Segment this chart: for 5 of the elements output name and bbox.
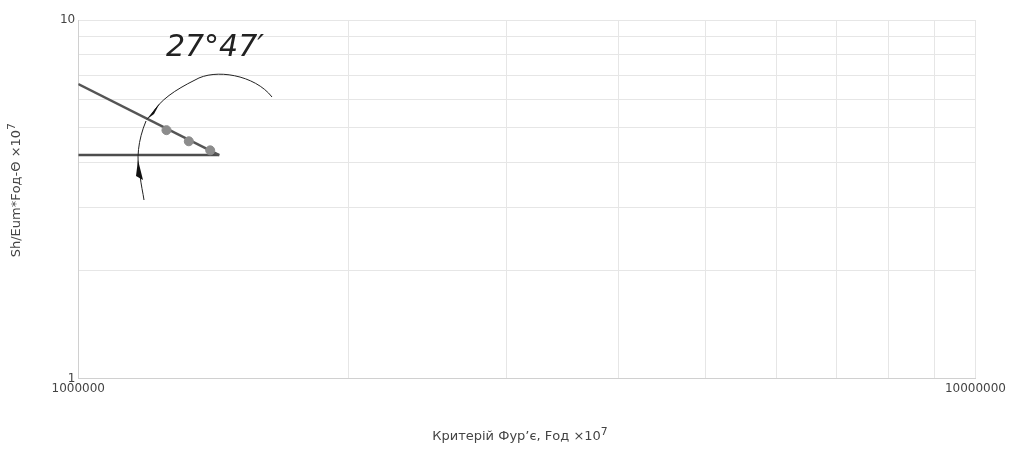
x-axis-title: Критерій Фур’є, Fод ×10$^{7}$	[431, 425, 609, 444]
annotation: 27°47′	[165, 27, 265, 63]
y-tick-label: 10	[59, 12, 76, 27]
x-tick-label: 1000000	[51, 380, 105, 395]
x-tick-label: 10000000	[944, 380, 1006, 395]
